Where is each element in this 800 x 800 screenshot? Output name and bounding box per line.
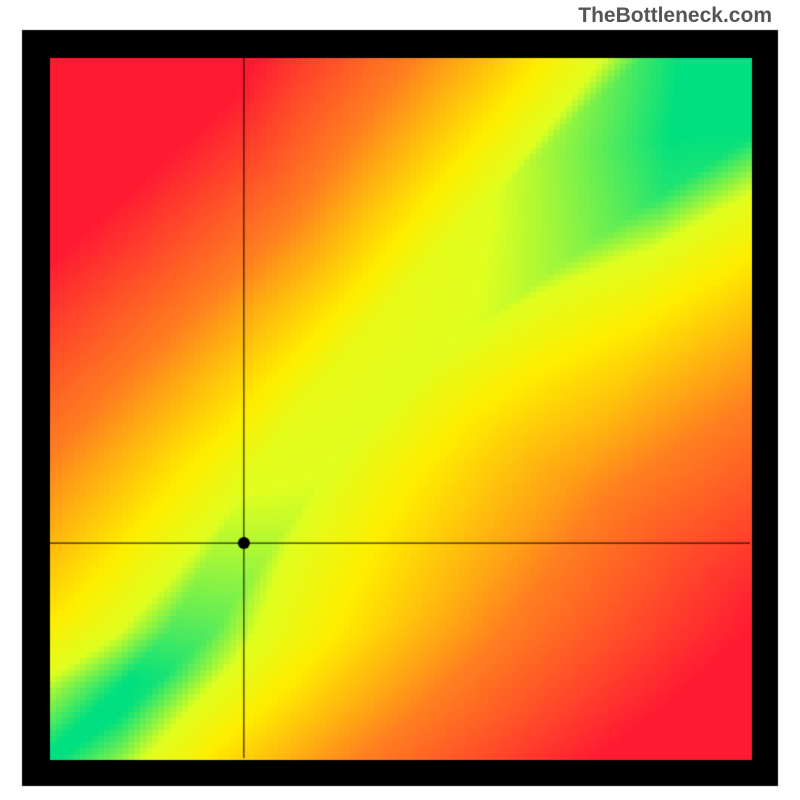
bottleneck-heatmap-canvas [0, 0, 800, 800]
attribution-label: TheBottleneck.com [578, 4, 772, 28]
chart-container: TheBottleneck.com [0, 0, 800, 800]
